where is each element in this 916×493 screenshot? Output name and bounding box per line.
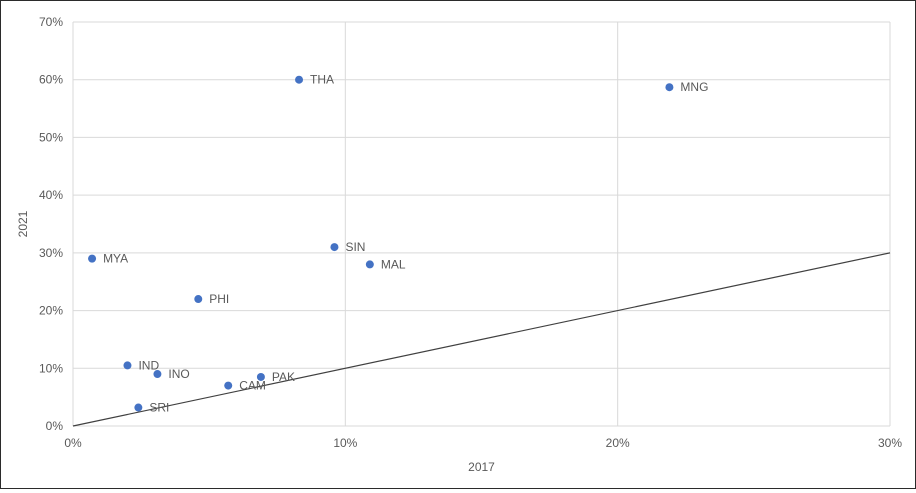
y-tick-label: 30% (39, 246, 63, 260)
point-label: PAK (272, 370, 295, 384)
diagonal-line (72, 252, 891, 427)
data-point (88, 254, 97, 263)
x-tick-label: 0% (64, 436, 82, 450)
data-point (295, 75, 304, 84)
point-label: CAM (239, 379, 266, 393)
data-point (665, 83, 674, 92)
tick-labels: 0% 10% 20% 30% 40% 50% 60% 70% 0% 10% 20% 30% (39, 15, 902, 450)
reference-line (72, 252, 891, 427)
data-point (365, 260, 374, 269)
data-point (224, 381, 233, 390)
data-point (134, 403, 143, 412)
y-axis-label: 2021 (16, 210, 30, 237)
x-axis-label: 2017 (468, 460, 495, 474)
y-tick-label: 0% (46, 419, 64, 433)
point-label: INO (168, 367, 189, 381)
data-point (153, 370, 162, 379)
data-point (330, 243, 339, 252)
x-tick-label: 10% (333, 436, 357, 450)
y-tick-label: 40% (39, 188, 63, 202)
x-tick-label: 20% (606, 436, 630, 450)
data-point (123, 361, 132, 370)
point-label: IND (138, 358, 159, 372)
point-label: MYA (103, 252, 128, 266)
y-tick-label: 50% (39, 130, 63, 144)
data-points: THA MNG SIN MAL MYA PHI IND INO PAK CAM SRI (88, 73, 708, 415)
point-label: PHI (209, 292, 229, 306)
y-tick-label: 10% (39, 361, 63, 375)
y-tick-label: 20% (39, 304, 63, 318)
y-tick-label: 70% (39, 15, 63, 29)
point-label: SIN (345, 240, 365, 254)
data-point (194, 295, 203, 304)
point-label: THA (310, 73, 334, 87)
point-label: SRI (149, 401, 169, 415)
y-tick-label: 60% (39, 73, 63, 87)
x-tick-label: 30% (878, 436, 902, 450)
data-point (256, 372, 265, 381)
gridlines (72, 21, 891, 427)
point-label: MAL (381, 257, 406, 271)
point-label: MNG (680, 80, 708, 94)
